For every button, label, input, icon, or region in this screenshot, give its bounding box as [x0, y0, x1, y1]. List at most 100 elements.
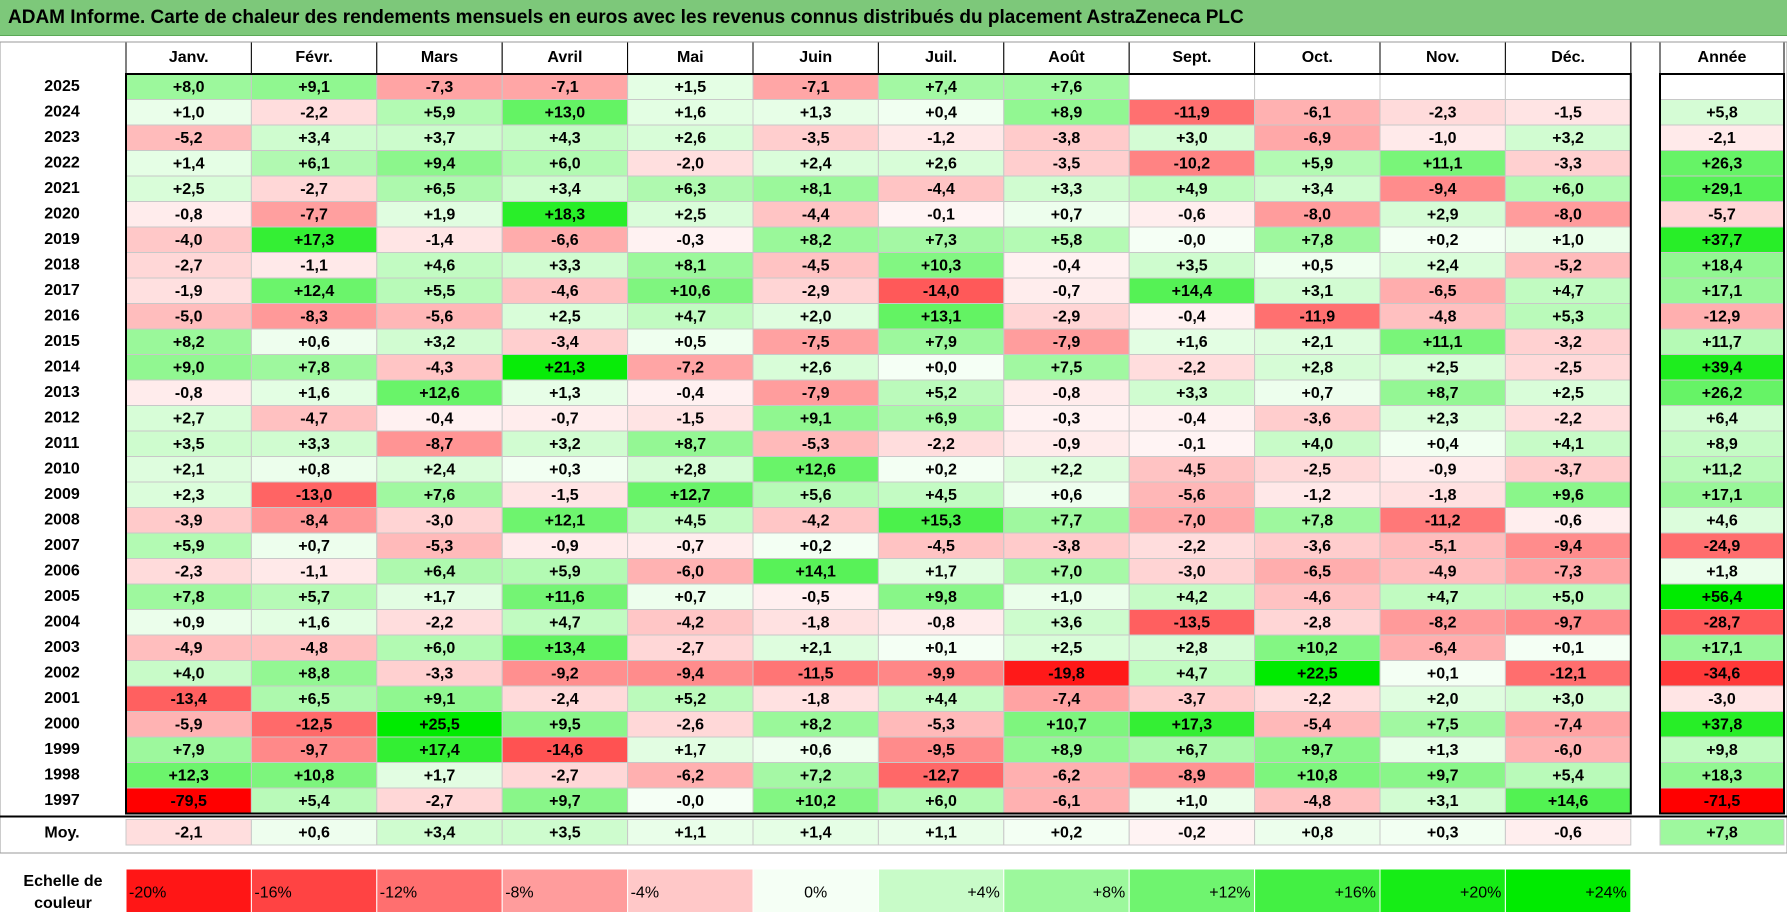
cell-value: +8,9	[1051, 742, 1083, 759]
cell-value: -3,0	[1178, 563, 1206, 580]
heatmap-cell	[752, 481, 879, 508]
heatmap-cell	[877, 124, 1005, 151]
heatmap-cell	[1003, 354, 1130, 381]
cell-value: -8,4	[300, 512, 328, 529]
average-cell	[1504, 819, 1632, 846]
cell-value: +5,9	[424, 104, 456, 121]
heatmap-cell	[1504, 277, 1632, 304]
cell-value: +2,5	[173, 181, 205, 198]
cell-value: +1,3	[800, 104, 832, 121]
heatmap-cell	[1128, 73, 1256, 100]
cell-value: +7,9	[173, 742, 205, 759]
cell-value: -0,1	[927, 206, 955, 223]
cell-value: -2,2	[927, 436, 955, 453]
monthly-grid-frame	[125, 73, 1632, 815]
heatmap-cell	[877, 328, 1005, 355]
annual-value: +26,2	[1702, 385, 1743, 402]
cell-value: +3,4	[1302, 181, 1334, 198]
heatmap-cell	[1003, 685, 1130, 712]
legend-step-label: +8%	[1093, 885, 1125, 902]
cell-value: +2,1	[800, 640, 832, 657]
cell-value: +25,5	[419, 716, 460, 733]
cell-value: -8,9	[1178, 767, 1206, 784]
month-header-label: Févr.	[295, 49, 332, 66]
cell-value: -7,4	[1554, 716, 1582, 733]
heatmap-cell	[627, 583, 754, 610]
heatmap-cell	[1379, 226, 1506, 253]
cell-value: -2,9	[802, 283, 830, 300]
cell-value: -7,1	[802, 79, 830, 96]
cell-value: -5,2	[1554, 257, 1582, 274]
annual-cell	[1659, 252, 1785, 279]
annual-value: +37,8	[1702, 716, 1743, 733]
heatmap-cell	[627, 354, 754, 381]
cell-value: +3,4	[298, 130, 330, 147]
heatmap-cell	[250, 711, 378, 738]
cell-value: -2,4	[551, 691, 579, 708]
heatmap-cell	[1003, 99, 1130, 126]
cell-value: +1,0	[173, 104, 205, 121]
heatmap-cell	[1504, 685, 1632, 712]
cell-value: +3,1	[1302, 283, 1334, 300]
cell-value: +5,0	[1552, 589, 1584, 606]
heatmap-cell	[125, 430, 252, 457]
cell-value: +7,4	[925, 79, 957, 96]
cell-value: -2,2	[1304, 691, 1332, 708]
cell-value: -2,7	[426, 793, 454, 810]
annual-cell	[1659, 685, 1785, 712]
cell-value: -2,2	[300, 104, 328, 121]
average-value: -0,6	[1554, 824, 1582, 841]
heatmap-cell	[125, 609, 252, 636]
heatmap-cell	[1504, 303, 1632, 330]
cell-value: +1,6	[1176, 334, 1208, 351]
cell-value: +2,4	[1427, 257, 1459, 274]
heatmap-cell	[250, 430, 378, 457]
heatmap-cell	[1003, 507, 1130, 534]
cell-value: -2,5	[1554, 359, 1582, 376]
legend-step-label: -12%	[380, 885, 417, 902]
cell-value: +7,8	[1302, 512, 1334, 529]
average-cell	[627, 819, 754, 846]
cell-value: +2,5	[549, 308, 581, 325]
heatmap-cell	[752, 252, 879, 279]
cell-value: -0,4	[426, 410, 454, 427]
annual-value: -5,7	[1708, 206, 1736, 223]
heatmap-cell	[376, 558, 503, 585]
cell-value: +7,6	[1051, 79, 1083, 96]
heatmap-cell	[627, 430, 754, 457]
month-header-label: Juil.	[925, 49, 957, 66]
heatmap-cell	[250, 583, 378, 610]
heatmap-cell	[250, 175, 378, 202]
legend-title-line1: Echelle de	[23, 873, 102, 890]
year-label: 2005	[44, 588, 80, 605]
cell-value: +5,9	[549, 563, 581, 580]
heatmap-cell	[1254, 175, 1381, 202]
cell-value: -0,4	[1053, 257, 1081, 274]
cell-value: +3,3	[298, 436, 330, 453]
cell-value: -11,5	[798, 665, 834, 682]
cell-value: +9,6	[1552, 487, 1584, 504]
cell-value: +7,0	[1051, 563, 1083, 580]
cell-value: +3,3	[1051, 181, 1083, 198]
heatmap-cell	[125, 456, 252, 483]
cell-value: -6,5	[1429, 283, 1457, 300]
heatmap-cell	[627, 99, 754, 126]
annual-value: -71,5	[1704, 793, 1741, 810]
cell-value: -4,9	[1429, 563, 1457, 580]
cell-value: +4,5	[675, 512, 707, 529]
heatmap-cell	[1504, 124, 1632, 151]
heatmap-cell	[1504, 456, 1632, 483]
cell-value: -9,7	[1554, 614, 1582, 631]
heatmap-cell	[1504, 328, 1632, 355]
cell-value: +12,4	[294, 283, 335, 300]
cell-value: +7,3	[925, 232, 957, 249]
annual-cell	[1659, 277, 1785, 304]
heatmap-cell	[376, 481, 503, 508]
cell-value: +0,7	[1302, 385, 1334, 402]
cell-value: -1,2	[1304, 487, 1332, 504]
heatmap-cell	[752, 73, 879, 100]
heatmap-cell	[1128, 558, 1256, 585]
heatmap-cell	[250, 150, 378, 177]
annual-cell	[1659, 660, 1785, 687]
cell-value: +1,6	[298, 385, 330, 402]
